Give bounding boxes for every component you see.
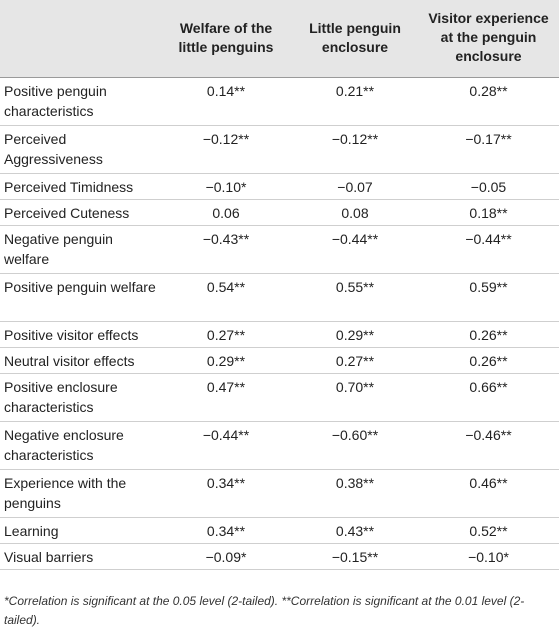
row-label: Learning [0,517,160,544]
cell-welfare: 0.29** [160,347,292,374]
cell-enclosure: 0.70** [292,373,418,422]
table-row: Neutral visitor effects 0.29** 0.27** 0.26*… [0,347,559,374]
table-row: Visual barriers −0.09* −0.15** −0.10* [0,543,559,570]
row-label: Positive penguin welfare [0,273,160,322]
cell-enclosure: 0.21** [292,77,418,126]
row-label: Negative penguin welfare [0,225,160,274]
row-label: Negative enclosure characteristics [0,421,160,470]
cell-visitor-experience: 0.59** [418,273,559,322]
header-enclosure: Little penguin enclosure [292,0,418,78]
cell-visitor-experience: −0.46** [418,421,559,470]
cell-visitor-experience: 0.26** [418,347,559,374]
table-row: Positive penguin characteristics 0.14** 0.… [0,77,559,126]
table-row: Perceived Cuteness 0.06 0.08 0.18** [0,199,559,226]
cell-visitor-experience: 0.66** [418,373,559,422]
header-row: Welfare of the little penguins Little pe… [0,0,559,78]
table-row: Perceived Timidness −0.10* −0.07 −0.05 [0,173,559,200]
table-footnote: *Correlation is significant at the 0.05 … [4,594,525,627]
header-welfare: Welfare of the little penguins [160,0,292,78]
cell-enclosure: 0.43** [292,517,418,544]
cell-visitor-experience: −0.10* [418,543,559,570]
row-label: Perceived Timidness [0,173,160,200]
table-row: Perceived Aggressiveness −0.12** −0.12** −0… [0,125,559,174]
cell-welfare: −0.12** [160,125,292,174]
table-row: Negative enclosure characteristics −0.44*… [0,421,559,470]
cell-welfare: 0.06 [160,199,292,226]
cell-enclosure: 0.38** [292,469,418,518]
row-label: Experience with the penguins [0,469,160,518]
cell-welfare: 0.54** [160,273,292,322]
cell-visitor-experience: −0.05 [418,173,559,200]
row-label: Positive visitor effects [0,321,160,348]
cell-visitor-experience: 0.18** [418,199,559,226]
row-label: Positive enclosure characteristics [0,373,160,422]
table-row: Positive penguin welfare 0.54** 0.55** 0.59… [0,273,559,322]
cell-enclosure: −0.44** [292,225,418,274]
table-body: Positive penguin characteristics 0.14** 0.… [0,77,559,570]
table-row: Learning 0.34** 0.43** 0.52** [0,517,559,544]
row-label: Neutral visitor effects [0,347,160,374]
table-row: Positive enclosure characteristics 0.47**… [0,373,559,422]
row-label: Perceived Cuteness [0,199,160,226]
cell-welfare: −0.10* [160,173,292,200]
cell-welfare: −0.43** [160,225,292,274]
table-row: Negative penguin welfare −0.43** −0.44** −0… [0,225,559,274]
cell-visitor-experience: −0.17** [418,125,559,174]
cell-visitor-experience: 0.26** [418,321,559,348]
cell-enclosure: −0.07 [292,173,418,200]
header-blank [0,0,160,78]
cell-visitor-experience: 0.52** [418,517,559,544]
cell-visitor-experience: 0.46** [418,469,559,518]
cell-welfare: 0.34** [160,517,292,544]
header-visitor-experience: Visitor experience at the penguin enclos… [418,0,559,78]
cell-enclosure: 0.08 [292,199,418,226]
cell-welfare: 0.47** [160,373,292,422]
cell-enclosure: −0.12** [292,125,418,174]
correlation-table: Welfare of the little penguins Little pe… [0,0,559,570]
cell-enclosure: 0.27** [292,347,418,374]
table-row: Experience with the penguins 0.34** 0.38**… [0,469,559,518]
cell-visitor-experience: −0.44** [418,225,559,274]
cell-enclosure: −0.15** [292,543,418,570]
cell-welfare: 0.27** [160,321,292,348]
cell-visitor-experience: 0.28** [418,77,559,126]
table-row: Positive visitor effects 0.27** 0.29** 0.26… [0,321,559,348]
row-label: Positive penguin characteristics [0,77,160,126]
cell-welfare: −0.44** [160,421,292,470]
cell-welfare: 0.14** [160,77,292,126]
row-label: Perceived Aggressiveness [0,125,160,174]
cell-enclosure: 0.55** [292,273,418,322]
cell-welfare: −0.09* [160,543,292,570]
row-label: Visual barriers [0,543,160,570]
cell-welfare: 0.34** [160,469,292,518]
cell-enclosure: 0.29** [292,321,418,348]
cell-enclosure: −0.60** [292,421,418,470]
